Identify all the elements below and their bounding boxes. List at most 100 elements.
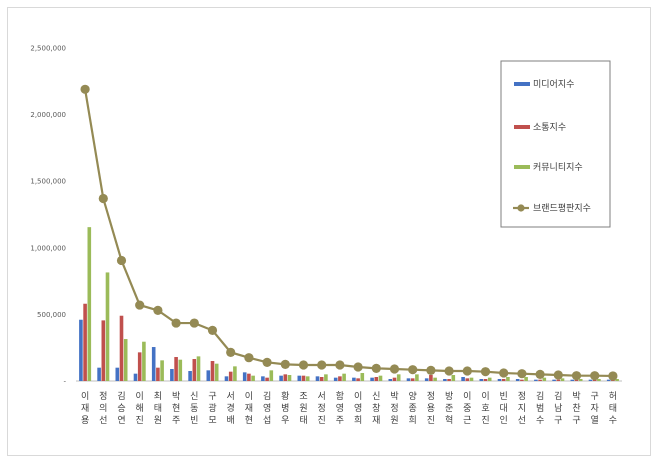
bar-1	[570, 379, 575, 381]
bar-3	[487, 377, 492, 381]
bar-2	[465, 378, 470, 381]
bar-3	[305, 376, 310, 381]
bar-2	[356, 378, 360, 381]
bar-2	[338, 376, 342, 381]
brand-index-point	[480, 367, 491, 377]
bar-1	[242, 372, 247, 381]
bar-2	[247, 373, 251, 381]
bar-1	[424, 378, 429, 381]
bar-1	[370, 377, 374, 381]
y-tick-label: 2,500,000	[30, 45, 66, 53]
bar-2	[319, 377, 324, 381]
bar-1	[333, 377, 338, 381]
legend-swatch	[514, 82, 530, 86]
bar-1	[461, 377, 465, 381]
legend-point-marker	[517, 204, 525, 212]
bar-2	[374, 377, 379, 381]
brand-index-point	[189, 318, 199, 328]
bar-2	[83, 303, 87, 381]
bar-3	[433, 377, 437, 381]
brand-index-point	[280, 359, 290, 369]
bar-2	[156, 367, 160, 381]
bar-3	[469, 377, 474, 381]
bar-1	[151, 347, 156, 381]
axes: - 500,000 1,000,000 1,500,000 2,000,000 2,500…	[30, 45, 622, 386]
bar-3	[178, 359, 183, 381]
bar-2	[283, 374, 288, 381]
bar-2	[410, 378, 415, 381]
bar-3	[87, 227, 92, 381]
bar-1	[388, 379, 393, 381]
y-tick-label: 500,000	[37, 311, 66, 319]
bar-1	[188, 371, 192, 381]
brand-index-point	[608, 371, 618, 381]
bar-3	[506, 377, 510, 381]
bar-2	[592, 379, 597, 381]
bar-3	[269, 370, 274, 381]
brand-index-point	[535, 369, 545, 379]
bar-1	[206, 370, 211, 381]
bar-1	[115, 367, 120, 381]
bar-1	[588, 379, 593, 381]
bar-2	[392, 377, 397, 381]
bar-3	[360, 373, 365, 381]
brand-index-point	[335, 360, 345, 370]
brand-index-point	[244, 353, 254, 363]
bar-3	[233, 366, 237, 381]
brand-index-point	[98, 193, 108, 204]
bar-2	[192, 359, 197, 381]
bar-2	[119, 315, 124, 381]
brand-index-point	[171, 318, 181, 328]
bar-3	[160, 360, 164, 381]
bar-3	[396, 374, 401, 381]
brand-index-point	[389, 364, 400, 374]
brand-index-point	[590, 371, 600, 381]
bar-1	[406, 378, 411, 381]
bar-2	[501, 379, 506, 381]
brand-index-point	[517, 369, 527, 379]
bar-2	[574, 379, 579, 381]
brand-index-point	[135, 300, 145, 310]
bar-1	[534, 379, 538, 381]
brand-index-point	[553, 370, 563, 380]
bar-2	[301, 375, 306, 381]
y-tick-label: 2,000,000	[30, 111, 66, 119]
bar-3	[560, 378, 565, 381]
brand-index-point	[571, 371, 582, 381]
brand-index-point	[444, 366, 454, 376]
brand-index-line	[80, 84, 618, 381]
brand-index-point	[207, 325, 218, 335]
bar-3	[615, 379, 619, 381]
bars	[79, 227, 619, 381]
bar-2	[556, 379, 561, 381]
brand-index-point	[317, 360, 327, 370]
brand-index-point	[499, 368, 509, 378]
bar-3	[378, 375, 383, 381]
bar-2	[174, 357, 178, 381]
bar-1	[279, 375, 283, 381]
bar-2	[538, 379, 542, 381]
bar-1	[315, 376, 320, 381]
legend-swatch	[514, 165, 530, 169]
bar-3	[196, 356, 201, 381]
legend-label: 브랜드평판지수	[533, 203, 591, 214]
brand-index-point	[116, 255, 127, 266]
bar-1	[97, 367, 101, 381]
